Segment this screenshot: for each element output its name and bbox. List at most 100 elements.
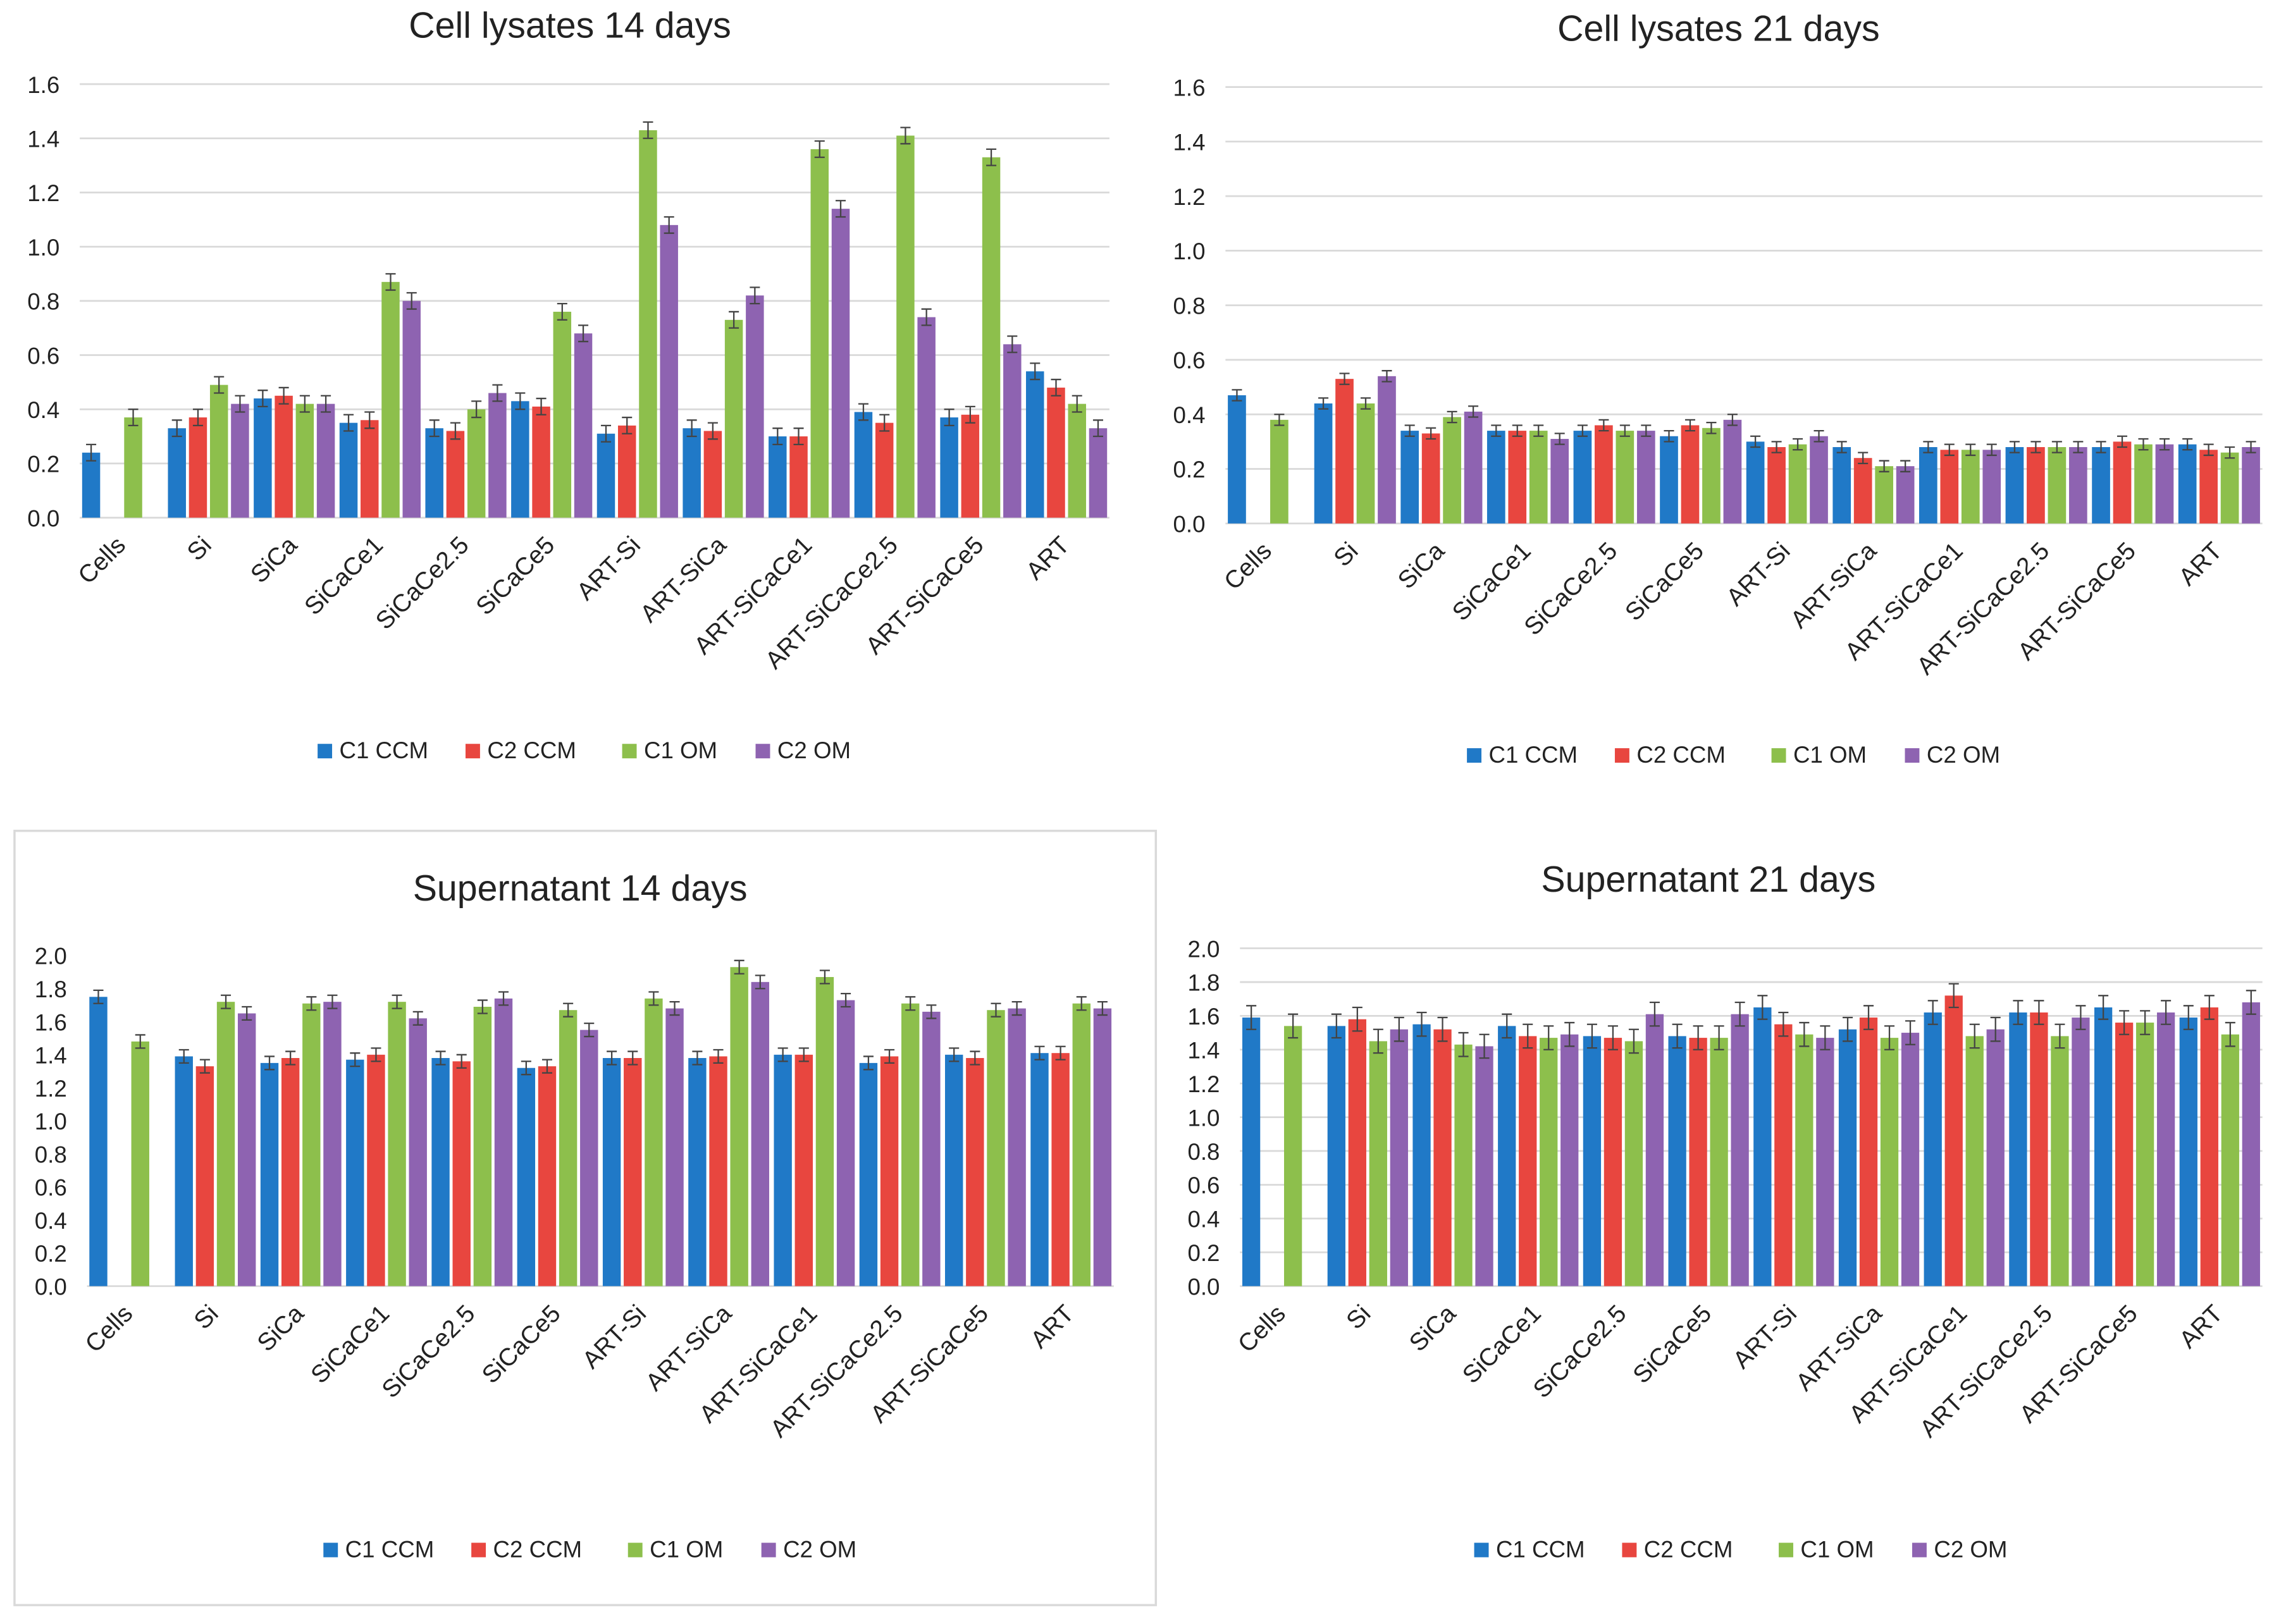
y-tick-label: 0.0: [1187, 1274, 1220, 1300]
legend-swatch: [323, 1542, 338, 1558]
y-tick-label: 0.4: [1173, 402, 1206, 428]
bar-c2-om: [1089, 428, 1108, 518]
y-tick-label: 0.0: [35, 1274, 67, 1300]
bar-c2-ccm: [880, 1056, 899, 1286]
bar-c2-om: [402, 300, 421, 518]
error-bar: [858, 403, 868, 421]
bar-c2-ccm: [1519, 1036, 1537, 1286]
x-tick-label: SiCaCe2.5: [377, 1300, 481, 1404]
error-bar: [2009, 441, 2020, 453]
bar-c2-om: [1982, 450, 2001, 524]
legend-label: C2 CCM: [487, 737, 576, 763]
error-bar: [278, 386, 289, 405]
y-tick-label: 0.8: [1173, 293, 1206, 319]
legend-swatch: [1474, 1542, 1489, 1558]
bar-c1-ccm: [1583, 1036, 1602, 1286]
error-bar: [1778, 1011, 1789, 1037]
bar-c2-om: [574, 333, 593, 518]
bar-c2-om: [494, 998, 513, 1286]
legend-swatch: [1771, 748, 1786, 763]
error-bar: [364, 411, 375, 429]
bar-c1-om: [1270, 419, 1288, 524]
bar-c2-om: [237, 1013, 256, 1286]
y-tick-label: 1.0: [27, 235, 59, 261]
bar-c1-ccm: [859, 1062, 878, 1286]
y-tick-label: 0.8: [27, 289, 59, 315]
error-bar: [986, 148, 997, 166]
bar-c2-om: [231, 403, 249, 518]
error-bar: [456, 1054, 467, 1069]
error-bar: [450, 422, 460, 440]
bar-c1-ccm: [1668, 1036, 1686, 1286]
x-tick-label: ART: [1021, 531, 1075, 585]
bar-c1-ccm: [82, 452, 101, 518]
bar-c1-ccm: [688, 1058, 707, 1286]
bar-c1-om: [1454, 1044, 1473, 1286]
error-bar: [2182, 438, 2193, 451]
y-tick-label: 2.0: [1187, 936, 1220, 962]
bar-c1-om: [724, 319, 743, 518]
bar-c1-ccm: [854, 412, 873, 518]
error-bar: [1641, 424, 1652, 437]
legend: C1 CCM C2 CCM C1 OM C2 OM: [1467, 742, 2000, 768]
error-bar: [557, 302, 567, 321]
bar-c1-ccm: [1573, 431, 1592, 524]
error-bar: [814, 140, 825, 158]
y-tick-label: 2.0: [35, 944, 67, 969]
x-tick-label: SiCaCe5: [1628, 1300, 1717, 1389]
error-bar: [406, 292, 417, 310]
y-tick-label: 0.8: [35, 1141, 67, 1167]
legend-label: C1 CCM: [345, 1536, 435, 1562]
bar-c2-ccm: [446, 431, 465, 518]
bar-c1-ccm: [346, 1059, 364, 1286]
bar-c1-ccm: [683, 428, 701, 518]
legend-label: C1 OM: [650, 1536, 723, 1562]
error-bar: [1404, 424, 1415, 437]
error-bar: [178, 1049, 189, 1064]
legend-label: C2 OM: [777, 737, 851, 763]
bar-c2-ccm: [789, 436, 808, 518]
error-bar: [1693, 1025, 1703, 1050]
bar-c2-om: [1003, 344, 1022, 518]
bar-c2-ccm: [1940, 450, 1959, 524]
error-bar: [921, 308, 932, 326]
legend: C1 CCM C2 CCM C1 OM C2 OM: [1474, 1536, 2007, 1562]
error-bar: [841, 992, 851, 1008]
error-bar: [1757, 995, 1768, 1020]
x-tick-label: SiCa: [1404, 1300, 1461, 1356]
bar-c1-om: [1540, 1038, 1558, 1286]
error-bar: [1533, 424, 1544, 437]
legend-label: C1 CCM: [1488, 742, 1578, 768]
y-tick-label: 1.2: [35, 1076, 67, 1102]
x-tick-label: SiCa: [252, 1300, 309, 1356]
bar-c1-ccm: [1314, 403, 1333, 524]
y-tick-label: 1.2: [1173, 184, 1206, 210]
x-tick-label: Si: [1342, 1300, 1376, 1335]
error-bar: [1523, 1023, 1533, 1049]
bar-c1-ccm: [431, 1058, 450, 1286]
error-bar: [321, 395, 331, 413]
bar-c2-om: [1475, 1046, 1493, 1286]
bar-c1-ccm: [2094, 1007, 2113, 1286]
bar-c1-ccm: [2009, 1012, 2027, 1286]
error-bar: [1842, 1016, 1853, 1042]
error-bar: [1288, 1013, 1299, 1039]
y-tick-label: 0.4: [1187, 1207, 1220, 1233]
error-bar: [1007, 335, 1018, 354]
bar-c1-om: [559, 1010, 578, 1286]
bar-c2-om: [323, 1002, 342, 1286]
bar-c2-ccm: [1348, 1019, 1366, 1286]
error-bar: [1969, 1023, 1980, 1049]
bar-c2-ccm: [617, 425, 636, 518]
bar-c1-om: [810, 149, 829, 518]
error-bar: [1672, 1023, 1683, 1049]
error-bar: [1664, 429, 1674, 443]
error-bar: [1011, 1001, 1022, 1016]
bar-c1-ccm: [260, 1062, 279, 1286]
error-bar: [1554, 433, 1565, 445]
bar-c1-om: [1702, 428, 1721, 524]
bar-c2-om: [2072, 1018, 2090, 1286]
y-tick-label: 1.8: [1187, 970, 1220, 996]
error-bar: [1879, 460, 1889, 472]
